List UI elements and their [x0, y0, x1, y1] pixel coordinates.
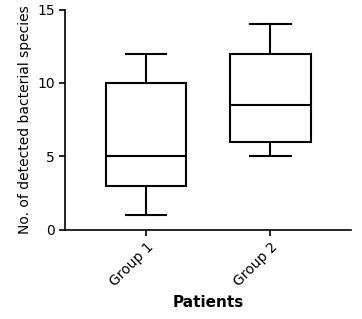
PathPatch shape: [230, 54, 311, 142]
X-axis label: Patients: Patients: [173, 295, 244, 310]
Y-axis label: No. of detected bacterial species: No. of detected bacterial species: [18, 5, 31, 234]
PathPatch shape: [106, 83, 186, 186]
